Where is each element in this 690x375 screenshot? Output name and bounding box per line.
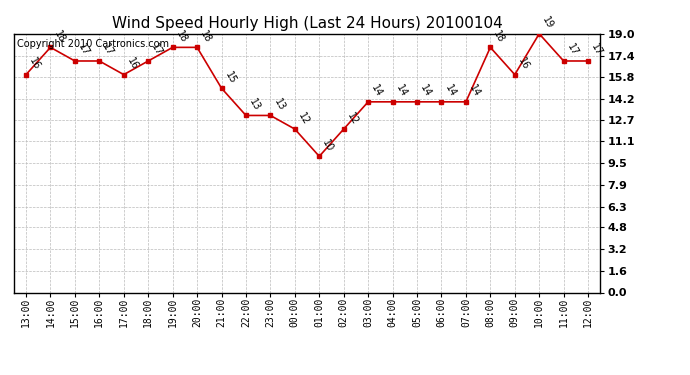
Text: Copyright 2010 Cartronics.com: Copyright 2010 Cartronics.com xyxy=(17,39,169,49)
Text: 18: 18 xyxy=(52,29,67,45)
Text: 17: 17 xyxy=(101,42,115,58)
Text: 12: 12 xyxy=(345,111,360,126)
Text: 12: 12 xyxy=(296,111,311,126)
Text: 14: 14 xyxy=(467,84,482,99)
Text: 14: 14 xyxy=(443,84,457,99)
Text: 17: 17 xyxy=(150,42,164,58)
Text: 13: 13 xyxy=(272,97,286,112)
Text: 17: 17 xyxy=(589,42,604,58)
Text: 16: 16 xyxy=(125,56,140,72)
Text: 17: 17 xyxy=(565,42,580,58)
Title: Wind Speed Hourly High (Last 24 Hours) 20100104: Wind Speed Hourly High (Last 24 Hours) 2… xyxy=(112,16,502,31)
Text: 15: 15 xyxy=(223,70,238,86)
Text: 14: 14 xyxy=(394,84,408,99)
Text: 14: 14 xyxy=(370,84,384,99)
Text: 13: 13 xyxy=(247,97,262,112)
Text: 19: 19 xyxy=(540,15,555,31)
Text: 14: 14 xyxy=(418,84,433,99)
Text: 18: 18 xyxy=(199,29,213,45)
Text: 18: 18 xyxy=(174,29,189,45)
Text: 18: 18 xyxy=(492,29,506,45)
Text: 17: 17 xyxy=(77,42,91,58)
Text: 16: 16 xyxy=(28,56,42,72)
Text: 10: 10 xyxy=(321,138,335,153)
Text: 16: 16 xyxy=(516,56,531,72)
